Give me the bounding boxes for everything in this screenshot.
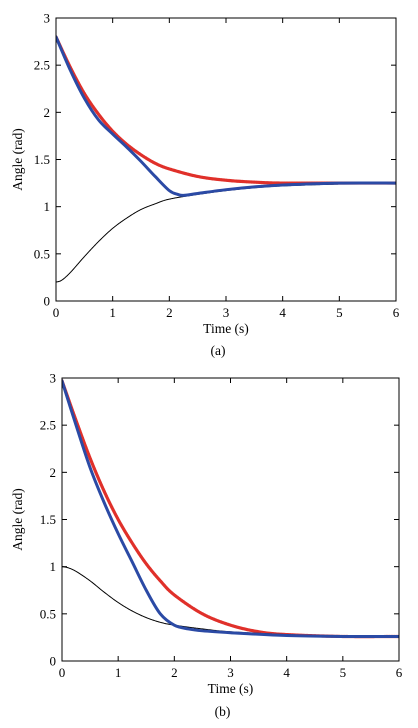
x-tick-label: 1	[115, 665, 122, 680]
y-axis-label: Angle (rad)	[10, 128, 25, 191]
y-tick-label: 1	[44, 199, 51, 214]
y-tick-label: 1.5	[34, 152, 50, 167]
x-tick-label: 0	[53, 305, 60, 320]
panel-caption: (b)	[215, 704, 231, 719]
x-axis-label: Time (s)	[208, 681, 254, 696]
x-tick-label: 6	[396, 665, 403, 680]
series-line-thick-blue	[56, 35, 396, 197]
y-tick-label: 0	[50, 654, 57, 669]
x-tick-label: 4	[279, 305, 286, 320]
series-line-thick-red	[56, 35, 396, 185]
y-tick-label: 2	[44, 105, 51, 120]
x-tick-label: 0	[59, 665, 66, 680]
x-tick-label: 6	[393, 305, 400, 320]
plot-frame	[55, 17, 397, 302]
y-tick-label: 2.5	[34, 58, 50, 73]
panel-caption: (a)	[211, 343, 226, 358]
y-tick-label: 0	[44, 294, 51, 309]
x-tick-label: 5	[340, 665, 347, 680]
x-tick-label: 1	[109, 305, 116, 320]
y-tick-label: 3	[44, 11, 51, 26]
series-line-thin-black	[56, 182, 396, 283]
x-tick-label: 5	[336, 305, 343, 320]
x-axis-label: Time (s)	[203, 321, 249, 336]
x-tick-label: 3	[227, 665, 234, 680]
x-tick-label: 4	[283, 665, 290, 680]
x-tick-label: 2	[171, 665, 178, 680]
y-tick-label: 2	[50, 465, 57, 480]
y-tick-label: 1.5	[40, 512, 56, 527]
x-tick-label: 2	[166, 305, 173, 320]
y-tick-label: 2.5	[40, 418, 56, 433]
y-tick-label: 0.5	[40, 606, 56, 621]
y-tick-label: 0.5	[34, 246, 50, 261]
y-tick-label: 1	[50, 559, 57, 574]
series-line-thick-blue	[62, 379, 399, 639]
y-tick-label: 3	[50, 371, 57, 386]
x-tick-label: 3	[223, 305, 230, 320]
y-axis-label: Angle (rad)	[10, 488, 25, 551]
